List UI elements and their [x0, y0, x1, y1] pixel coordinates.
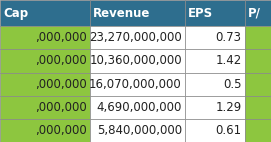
Bar	[245, 73, 271, 96]
Text: 23,270,000,000: 23,270,000,000	[89, 31, 182, 44]
Bar	[185, 73, 245, 96]
Bar	[0, 0, 90, 26]
Text: EPS: EPS	[188, 7, 214, 20]
Text: 1.42: 1.42	[215, 55, 241, 67]
Text: ,000,000: ,000,000	[35, 78, 87, 91]
Bar	[185, 0, 245, 26]
Text: Revenue: Revenue	[93, 7, 151, 20]
Bar	[185, 26, 245, 49]
Bar	[185, 119, 245, 142]
Text: ,000,000: ,000,000	[35, 55, 87, 67]
Text: 5,840,000,000: 5,840,000,000	[97, 124, 182, 137]
Bar	[0, 96, 90, 119]
Bar	[0, 49, 90, 73]
Text: 10,360,000,000: 10,360,000,000	[89, 55, 182, 67]
Bar	[90, 119, 185, 142]
Bar	[245, 119, 271, 142]
Text: 16,070,000,000: 16,070,000,000	[89, 78, 182, 91]
Bar	[245, 49, 271, 73]
Bar	[90, 26, 185, 49]
Bar	[0, 73, 90, 96]
Text: 4,690,000,000: 4,690,000,000	[96, 101, 182, 114]
Bar	[0, 119, 90, 142]
Text: 0.73: 0.73	[215, 31, 241, 44]
Bar	[90, 0, 185, 26]
Text: P/: P/	[248, 7, 261, 20]
Bar	[90, 49, 185, 73]
Bar	[245, 26, 271, 49]
Text: 1.29: 1.29	[215, 101, 241, 114]
Bar	[185, 49, 245, 73]
Bar	[90, 73, 185, 96]
Text: Cap: Cap	[3, 7, 28, 20]
Bar	[0, 26, 90, 49]
Bar	[245, 0, 271, 26]
Bar	[185, 96, 245, 119]
Text: ,000,000: ,000,000	[35, 101, 87, 114]
Bar	[90, 96, 185, 119]
Text: ,000,000: ,000,000	[35, 124, 87, 137]
Bar	[245, 96, 271, 119]
Text: ,000,000: ,000,000	[35, 31, 87, 44]
Text: 0.5: 0.5	[223, 78, 241, 91]
Text: 0.61: 0.61	[215, 124, 241, 137]
